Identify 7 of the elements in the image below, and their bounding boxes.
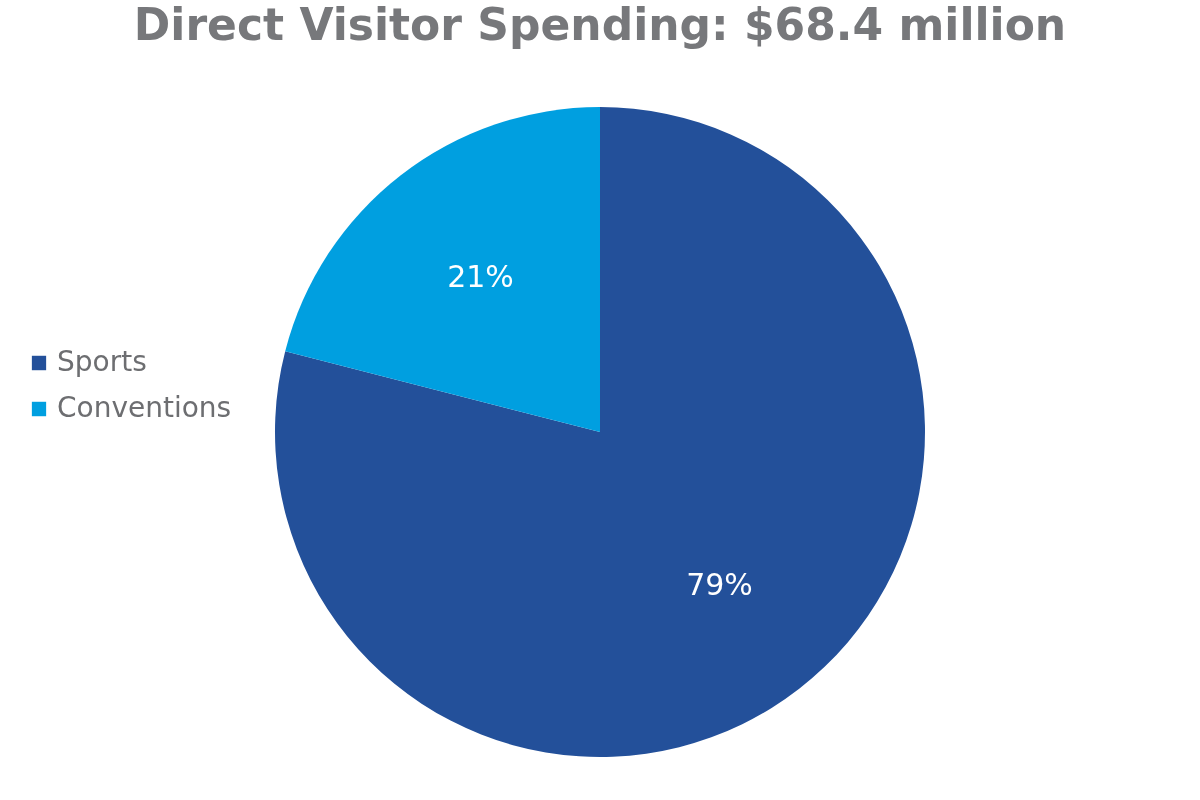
legend-label: Conventions — [57, 391, 232, 424]
pie-slice — [275, 107, 925, 757]
chart-title: Direct Visitor Spending: $68.4 million — [133, 0, 1067, 50]
data-label: 21% — [447, 258, 514, 294]
pie-slice — [285, 107, 600, 432]
legend-label: Sports — [57, 345, 147, 378]
data-label: 79% — [686, 567, 753, 603]
